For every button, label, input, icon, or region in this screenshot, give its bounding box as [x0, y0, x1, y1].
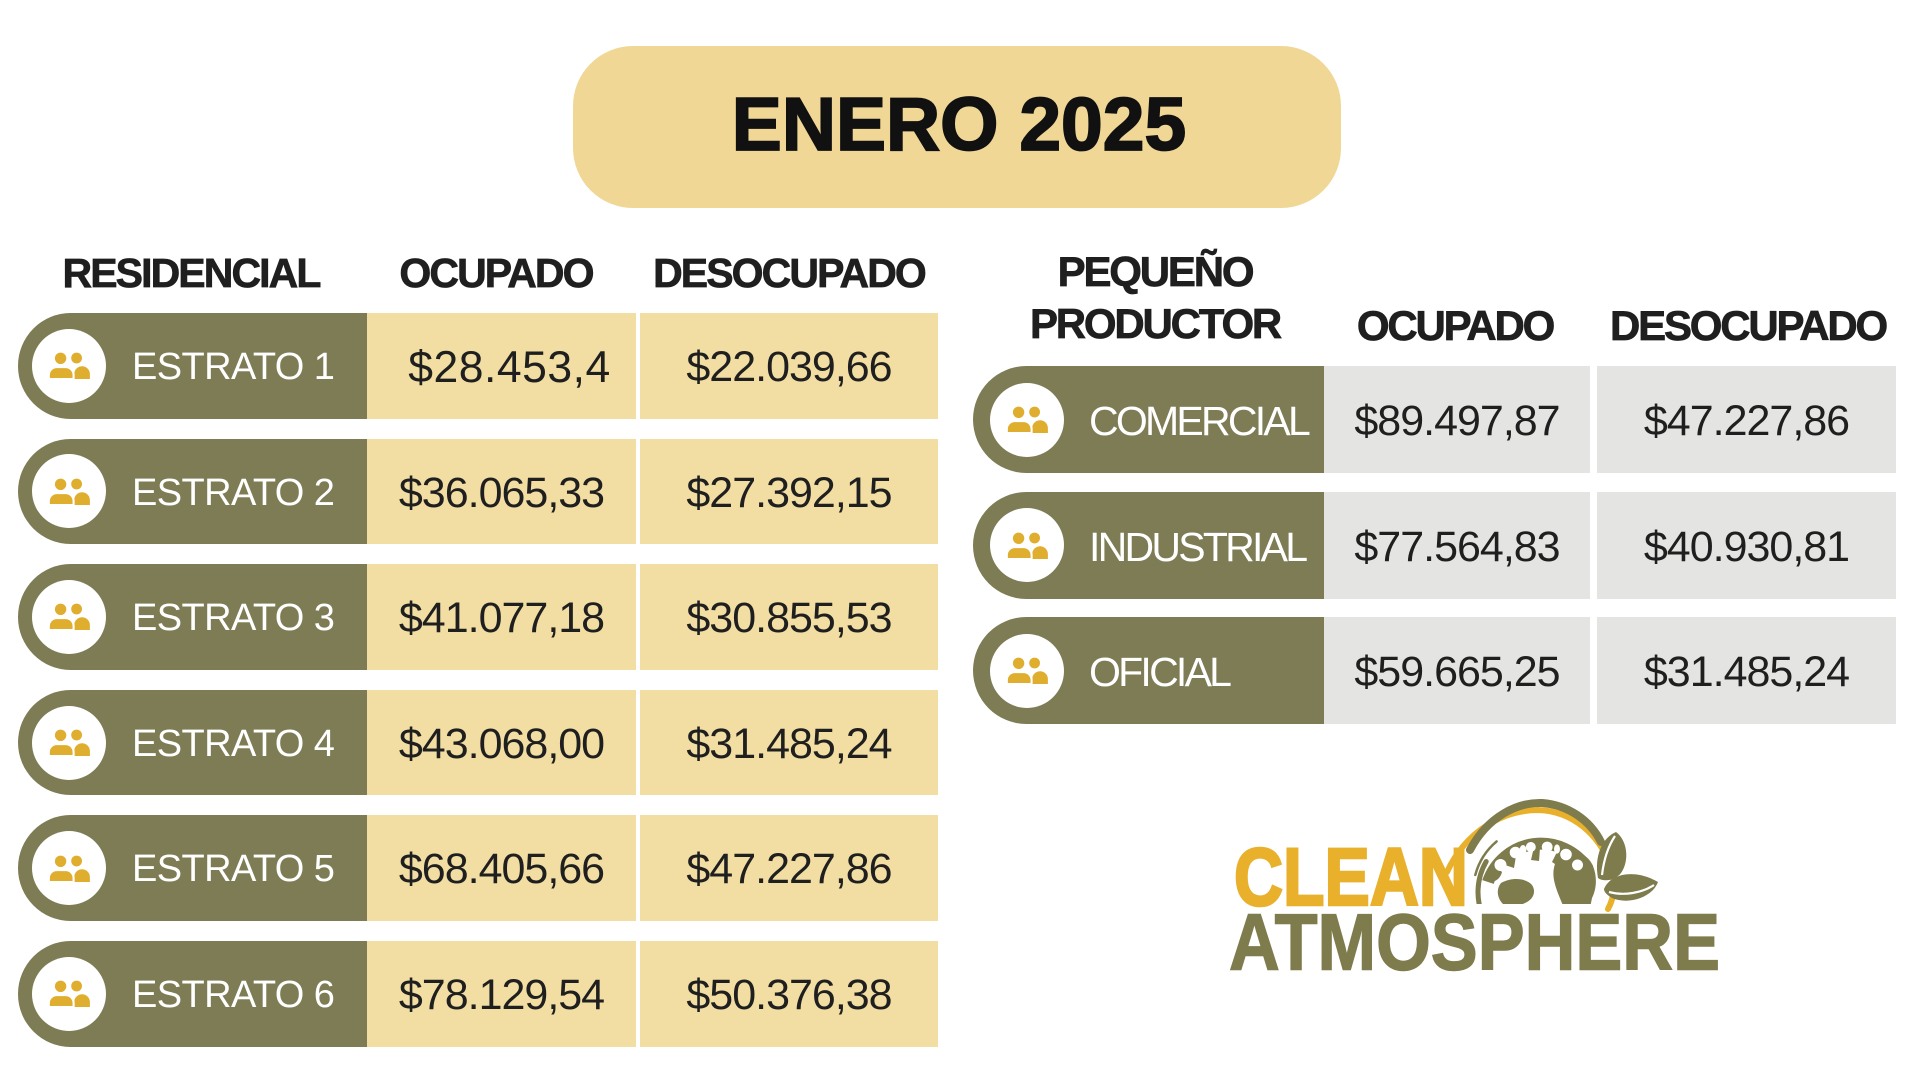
svg-text:ATMOSPHERE: ATMOSPHERE	[1229, 898, 1720, 987]
svg-text:CLEAN: CLEAN	[1234, 832, 1468, 923]
